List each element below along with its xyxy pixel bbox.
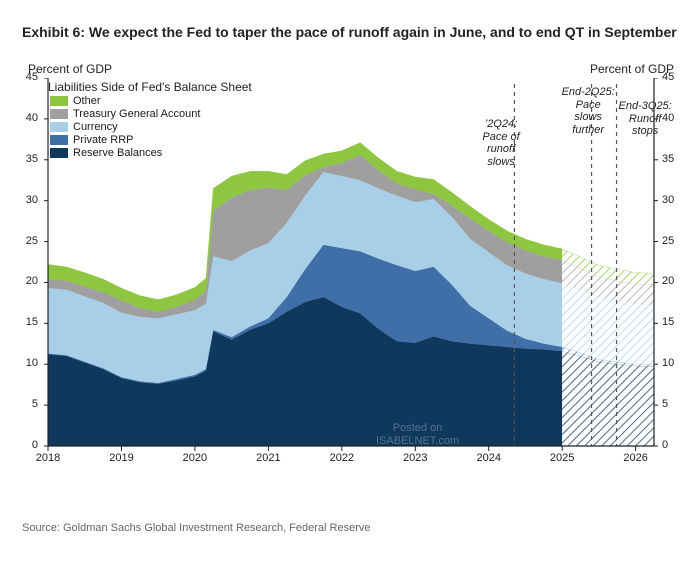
y-tick-label-right: 30	[662, 194, 686, 206]
x-tick-label: 2019	[109, 452, 133, 464]
y-tick-label: 5	[18, 398, 38, 410]
annotation-label: End-2Q25:Paceslowsfurther	[562, 86, 615, 137]
x-tick-label: 2022	[330, 452, 354, 464]
watermark-line2: ISABELNET.com	[376, 435, 459, 447]
y-tick-label-right: 15	[662, 316, 686, 328]
x-tick-label: 2018	[36, 452, 60, 464]
watermark: Posted on ISABELNET.com	[376, 422, 459, 448]
y-tick-label: 40	[18, 112, 38, 124]
y-tick-label: 10	[18, 357, 38, 369]
y-tick-label: 30	[18, 194, 38, 206]
chart-title: Exhibit 6: We expect the Fed to taper th…	[22, 24, 677, 40]
y-tick-label-right: 45	[662, 71, 686, 83]
annotation-label: End-3Q25:Runoffstops	[619, 100, 672, 138]
annotation-label: ’2Q24:Pace ofrunoffslows	[482, 118, 519, 169]
y-axis-label-left: Percent of GDP	[28, 62, 112, 76]
y-tick-label: 35	[18, 153, 38, 165]
y-tick-label: 20	[18, 275, 38, 287]
y-tick-label: 15	[18, 316, 38, 328]
chart-source: Source: Goldman Sachs Global Investment …	[22, 522, 371, 534]
y-tick-label-right: 35	[662, 153, 686, 165]
y-tick-label-right: 25	[662, 235, 686, 247]
y-tick-label: 45	[18, 71, 38, 83]
watermark-line1: Posted on	[393, 422, 443, 434]
x-tick-label: 2024	[476, 452, 500, 464]
x-tick-label: 2020	[183, 452, 207, 464]
y-tick-label: 0	[18, 439, 38, 451]
y-tick-label-right: 20	[662, 275, 686, 287]
x-tick-label: 2025	[550, 452, 574, 464]
x-tick-label: 2026	[623, 452, 647, 464]
y-tick-label-right: 10	[662, 357, 686, 369]
x-tick-label: 2021	[256, 452, 280, 464]
y-tick-label-right: 0	[662, 439, 686, 451]
y-tick-label: 25	[18, 235, 38, 247]
y-tick-label-right: 5	[662, 398, 686, 410]
x-tick-label: 2023	[403, 452, 427, 464]
